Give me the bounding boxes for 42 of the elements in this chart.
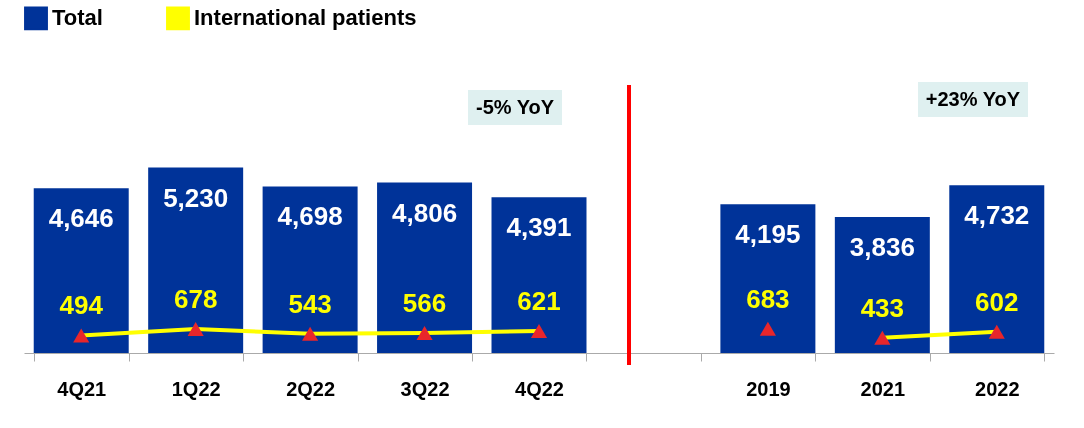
data-label: 494	[59, 290, 104, 321]
bar	[834, 217, 930, 353]
text: -5% YoY	[468, 89, 563, 125]
bar	[377, 182, 473, 353]
bar	[949, 185, 1045, 353]
bar	[720, 204, 816, 353]
point	[187, 321, 204, 336]
point	[73, 328, 90, 343]
point	[416, 325, 433, 340]
bar	[491, 197, 587, 353]
x-tick-label: 1Q22	[171, 377, 221, 400]
data-label: 602	[975, 286, 1019, 317]
x-tick-label: 2019	[746, 377, 791, 400]
legend-label: International patients	[194, 5, 417, 31]
data-label: 5,230	[163, 182, 229, 213]
data-label: 4,391	[506, 212, 572, 243]
x-tick-label: 2Q22	[286, 377, 336, 400]
data-label: 678	[173, 283, 218, 314]
point	[530, 324, 548, 338]
data-label: 566	[402, 287, 447, 318]
x-tick-label: 2021	[860, 377, 906, 400]
bar	[262, 186, 358, 353]
data-label: 621	[517, 285, 561, 316]
data-label: 4,806	[392, 197, 458, 228]
data-label: 4,646	[48, 203, 114, 234]
bar	[148, 167, 244, 353]
data-label: 433	[860, 292, 905, 323]
point	[302, 326, 319, 341]
data-label: 683	[746, 283, 790, 314]
x-tick-label: 3Q22	[400, 377, 450, 400]
data-label: 3,836	[849, 232, 915, 262]
text: +23% YoY	[917, 81, 1029, 117]
x-tick-label: 4Q22	[515, 377, 564, 400]
data-label: 4,732	[964, 200, 1030, 231]
bar	[33, 188, 129, 353]
data-label: 543	[288, 288, 332, 319]
point	[759, 321, 776, 336]
data-label: 4,698	[277, 201, 343, 232]
x-tick-label: 4Q21	[57, 377, 107, 400]
legend-label: Total	[52, 5, 103, 31]
data-label: 4,195	[735, 219, 801, 250]
x-tick-label: 2022	[975, 377, 1020, 400]
